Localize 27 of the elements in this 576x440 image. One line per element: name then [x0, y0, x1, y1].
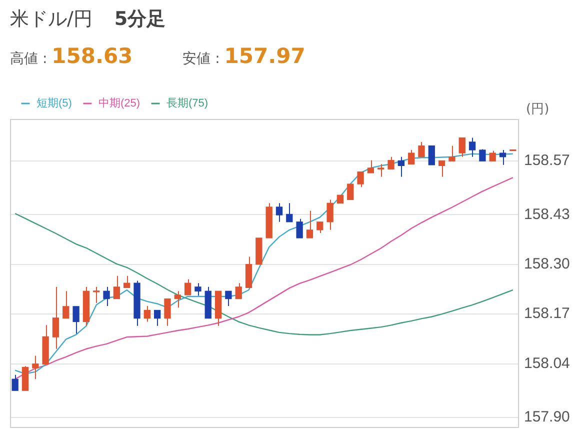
candlestick	[448, 145, 456, 162]
candlestick	[378, 164, 384, 178]
candlestick	[428, 145, 435, 166]
y-tick-label: 158.43	[524, 206, 570, 223]
y-tick-label: 157.90	[524, 408, 570, 426]
text: 高値 : 158.63	[10, 44, 133, 68]
legend-label: 長期(75)	[166, 98, 208, 110]
chart-subtitle: 5分足	[114, 8, 166, 30]
legend-label: 短期(5)	[36, 98, 72, 110]
y-tick-label: 158.30	[524, 255, 570, 272]
candlestick	[347, 184, 354, 200]
legend-label: 中期(25)	[98, 96, 140, 110]
text: 安値 : 157.97	[182, 44, 306, 68]
y-tick-label: 158.17	[524, 305, 570, 322]
candlestick	[357, 171, 364, 188]
y-axis-title: (円)	[526, 102, 550, 117]
candlestick	[256, 238, 262, 265]
chart-title: 米ドル/円	[10, 8, 92, 30]
candlestick	[164, 298, 171, 326]
y-tick-label: 158.04	[524, 354, 570, 372]
candlestick	[194, 282, 202, 296]
candlestick	[72, 306, 80, 334]
y-tick-label: 158.57	[524, 152, 570, 170]
candlestick	[479, 148, 486, 162]
candlestick	[296, 218, 303, 238]
candlestick	[388, 156, 394, 170]
candlestick	[42, 324, 49, 365]
